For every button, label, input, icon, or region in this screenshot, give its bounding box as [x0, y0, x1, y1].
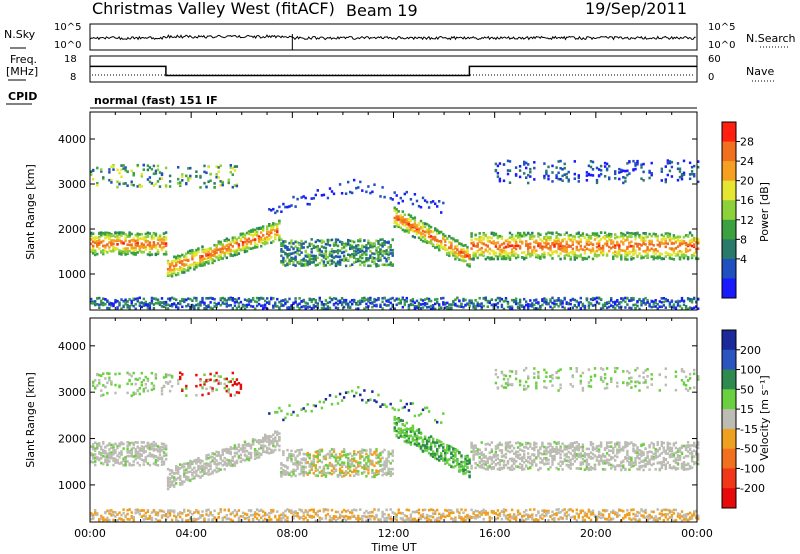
- colorbar-tick-label: 20: [740, 175, 754, 188]
- y-tick-label: 4000: [58, 340, 86, 353]
- colorbar-frame: [721, 121, 737, 299]
- cpid-label: CPID: [8, 90, 37, 103]
- colorbar-frame: [721, 329, 737, 509]
- colorbar-tick-label: 50: [740, 383, 754, 396]
- nsearch-tick-bottom: 10^0: [708, 40, 735, 51]
- beam-title: Beam 19: [346, 1, 418, 20]
- colorbar-tick-label: -100: [740, 462, 765, 475]
- colorbar-tick-label: 12: [740, 214, 754, 227]
- colorbar-swatch: [722, 488, 736, 509]
- nsky-label: N.Sky: [4, 28, 36, 41]
- freq-strip-frame: [89, 55, 698, 83]
- x-tick-label: 00:00: [74, 527, 106, 540]
- nsky-tick-bottom: 10^0: [54, 40, 81, 51]
- colorbar-tick-label: 200: [740, 344, 761, 357]
- y-tick-label: 2000: [58, 433, 86, 446]
- nave-label: Nave: [746, 65, 774, 78]
- x-tick-label: 08:00: [276, 527, 308, 540]
- y-tick-label: 3000: [58, 386, 86, 399]
- colorbar-tick-label: 24: [740, 155, 754, 168]
- nsky-line: [89, 34, 696, 41]
- nsky-tick-top: 10^5: [54, 22, 81, 33]
- velocity-ylabel: Slant Range [km]: [24, 372, 37, 468]
- nsearch-label: N.Search: [746, 32, 796, 45]
- cpid-text: normal (fast) 151 IF: [94, 94, 218, 107]
- colorbar-swatch: [722, 258, 736, 279]
- colorbar-swatch: [722, 409, 736, 430]
- colorbar-swatch: [722, 330, 736, 351]
- nave-tick-top: 60: [708, 54, 721, 65]
- colorbar-swatch: [722, 468, 736, 489]
- x-tick-labels: 00:00 04:00 08:00 12:00 16:00 20:00 00:00: [74, 527, 713, 540]
- y-tick-label: 2000: [58, 223, 86, 236]
- date-title: 19/Sep/2011: [585, 0, 687, 18]
- colorbar-swatch: [722, 369, 736, 390]
- x-tick-label: 16:00: [479, 527, 511, 540]
- colorbar-tick-label: -50: [740, 443, 758, 456]
- freq-unit: [MHz]: [6, 65, 38, 78]
- nsearch-tick-top: 10^5: [708, 22, 735, 33]
- y-tick-label: 1000: [58, 479, 86, 492]
- velocity-colorbar-label: Velocity [m s⁻¹]: [758, 375, 771, 460]
- colorbar-tick-label: 8: [740, 233, 747, 246]
- colorbar-swatch: [722, 219, 736, 240]
- power-heatmap: [90, 159, 700, 311]
- colorbar-swatch: [722, 428, 736, 450]
- x-tick-label: 12:00: [378, 527, 410, 540]
- colorbar-swatch: [722, 239, 736, 260]
- x-tick-label: 20:00: [580, 527, 612, 540]
- y-tick-label: 1000: [58, 268, 86, 281]
- colorbar-swatch: [722, 122, 736, 143]
- freq-tick-bottom: 8: [70, 72, 76, 83]
- colorbar-tick-label: -200: [740, 482, 765, 495]
- colorbar-tick-label: 100: [740, 364, 761, 377]
- colorbar-tick-label: 16: [740, 194, 754, 207]
- power-colorbar-label: Power [dB]: [758, 182, 771, 242]
- x-axis-title: Time UT: [370, 541, 416, 554]
- velocity-axes: 1000 2000 3000 4000: [58, 318, 698, 522]
- freq-label: Freq.: [10, 53, 37, 66]
- colorbar-swatch: [722, 161, 736, 182]
- power-axes: 1000 2000 3000 4000: [58, 112, 698, 310]
- y-tick-label: 3000: [58, 178, 86, 191]
- colorbar-swatch: [722, 389, 736, 410]
- power-ylabel: Slant Range [km]: [24, 164, 37, 260]
- freq-line: [90, 65, 697, 77]
- x-tick-label: 00:00: [681, 527, 713, 540]
- power-colorbar: 28 24 20 16 12 8 4: [721, 121, 754, 299]
- nsky-trace: [89, 34, 696, 50]
- x-tick-label: 04:00: [175, 527, 207, 540]
- colorbar-tick-label: 15: [740, 403, 754, 416]
- velocity-colorbar: 200 100 50 15 -15 -50 -100 -200: [721, 329, 765, 509]
- colorbar-swatch: [722, 141, 736, 162]
- nsky-strip-frame: [89, 23, 698, 51]
- station-title: Christmas Valley West (fitACF): [92, 0, 335, 18]
- colorbar-tick-label: -15: [740, 423, 758, 436]
- velocity-heatmap: [90, 366, 700, 523]
- colorbar-tick-label: 28: [740, 136, 754, 149]
- colorbar-swatch: [722, 448, 736, 469]
- colorbar-swatch: [722, 278, 736, 299]
- freq-tick-top: 18: [64, 54, 77, 65]
- colorbar-swatch: [722, 349, 736, 371]
- colorbar-swatch: [722, 200, 736, 221]
- y-tick-label: 4000: [58, 133, 86, 146]
- nave-tick-bottom: 0: [708, 72, 714, 83]
- colorbar-tick-label: 4: [740, 253, 747, 266]
- colorbar-swatch: [722, 180, 736, 201]
